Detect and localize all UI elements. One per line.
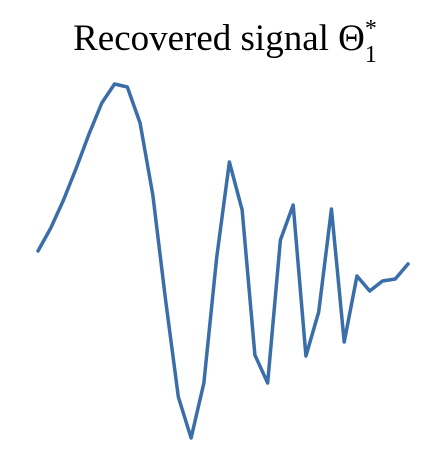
- signal-line: [36, 82, 410, 440]
- title-text: Recovered signal Θ: [73, 18, 365, 59]
- title-subscript: 1: [365, 42, 377, 68]
- title-superscript: *: [365, 16, 377, 42]
- chart-title: Recovered signal Θ* 1: [73, 16, 377, 68]
